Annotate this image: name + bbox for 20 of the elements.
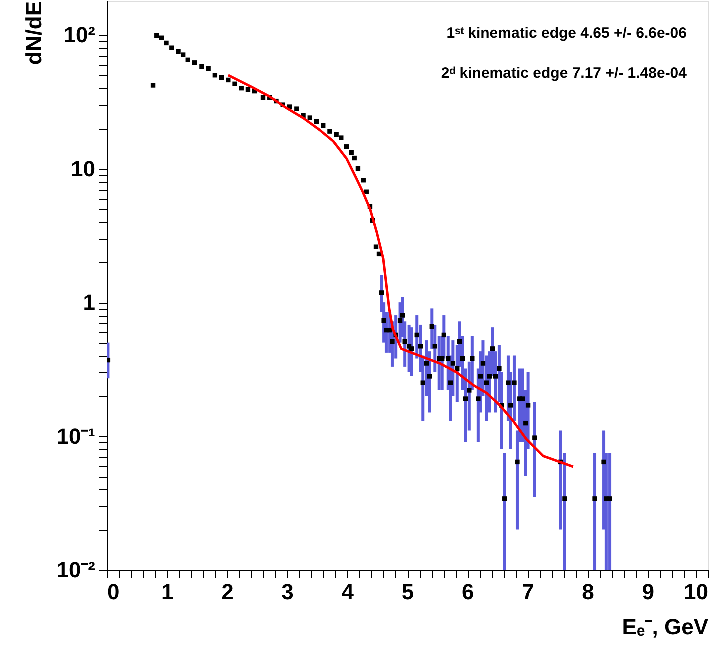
x-tick-label: 4: [342, 580, 355, 604]
y-axis-title: dN/dE: [22, 2, 47, 66]
annotation: 1ˢᵗ kinematic edge 4.65 +/- 6.6e-06: [446, 25, 687, 42]
x-tick-label: 9: [642, 580, 655, 604]
x-tick-label: 3: [282, 580, 294, 604]
x-tick-label: 5: [402, 580, 414, 604]
annotation: 2ᵈ kinematic edge 7.17 +/- 1.48e-04: [441, 65, 688, 82]
x-axis-title: Eₑ⁻, GeV: [622, 614, 709, 640]
x-tick-label: 8: [582, 580, 594, 604]
y-tick-label: 10⁻²: [56, 558, 96, 582]
x-tick-label: 6: [462, 580, 474, 604]
y-tick-label: 10²: [64, 22, 96, 48]
y-tick-label: 10⁻¹: [56, 424, 96, 449]
x-tick-label: 2: [222, 580, 234, 604]
x-tick-label: 1: [161, 580, 174, 604]
x-tick-label: 10: [684, 580, 708, 604]
y-tick-label: 1: [83, 290, 96, 316]
x-tick-label: 7: [522, 580, 534, 604]
x-tick-label: 0: [108, 580, 120, 604]
y-tick-label: 10: [71, 156, 96, 182]
